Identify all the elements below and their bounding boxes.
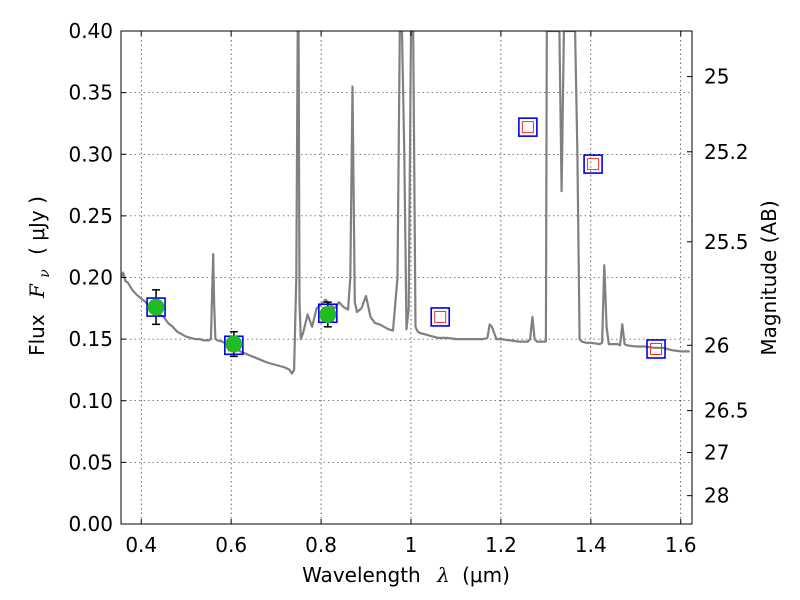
- y-tick-label: 0.40: [68, 19, 113, 43]
- x-axis-label-unit: (μm): [462, 563, 510, 587]
- x-tick-label: 1.2: [485, 533, 517, 557]
- model-box-inner: [434, 310, 447, 323]
- x-axis-label-text: Wavelength: [302, 563, 421, 587]
- observed-point: [147, 298, 165, 316]
- x-tick-label: 0.6: [215, 533, 247, 557]
- model-box-inner: [587, 158, 600, 171]
- y-tick-label: 0.15: [68, 327, 113, 351]
- x-tick-label: 1: [405, 533, 418, 557]
- observed-point: [319, 305, 337, 323]
- model-box: [518, 117, 538, 137]
- y2-tick-label: 26.5: [704, 399, 749, 423]
- photometry-points: [146, 117, 666, 359]
- x-tick-label: 0.4: [125, 533, 157, 557]
- spectrum: [121, 31, 690, 375]
- y2-tick-label: 26: [704, 333, 729, 357]
- x-axis-label: Wavelength λ (μm): [302, 563, 510, 587]
- y2-tick-label: 27: [704, 441, 729, 465]
- y-tick-label: 0.30: [68, 142, 113, 166]
- x-tick-label: 1.6: [665, 533, 697, 557]
- spectrum-line: [121, 31, 690, 375]
- y2-tick-label: 28: [704, 484, 729, 508]
- y-tick-label: 0.20: [68, 266, 113, 290]
- y-tick-label: 0.05: [68, 450, 113, 474]
- y-axis-label-text: Flux: [25, 314, 49, 356]
- y2-tick-label: 25.5: [704, 230, 749, 254]
- model-box-inner: [650, 342, 663, 355]
- y2-axis-label: Magnitude (AB): [757, 200, 781, 355]
- y-tick-label: 0.00: [68, 512, 113, 536]
- model-box-inner: [521, 121, 534, 134]
- y-axis-label-unit: ( μJy ): [25, 196, 49, 255]
- x-tick-label: 1.4: [575, 533, 607, 557]
- y-axis-label-symbol: F: [25, 283, 49, 299]
- axis-ticks: 0.4 0.6 0.8 1 1.2 1.4 1.6 0.00 0.05 0.10 0.15 0.20 0…: [68, 19, 748, 557]
- x-axis-label-symbol: λ: [436, 563, 450, 587]
- x-tick-label: 0.8: [305, 533, 337, 557]
- y2-tick-label: 25.2: [704, 140, 749, 164]
- model-box: [583, 154, 603, 174]
- observed-point: [225, 335, 243, 353]
- y-tick-label: 0.35: [68, 81, 113, 105]
- y-axis-label: Flux F ν ( μJy ): [25, 196, 54, 356]
- y2-tick-label: 25: [704, 65, 729, 89]
- model-box: [430, 307, 451, 327]
- model-box: [646, 339, 666, 359]
- y-tick-label: 0.25: [68, 204, 113, 228]
- model-box: [146, 297, 166, 317]
- y-axis-label-subscript: ν: [37, 269, 53, 278]
- y-tick-label: 0.10: [68, 389, 113, 413]
